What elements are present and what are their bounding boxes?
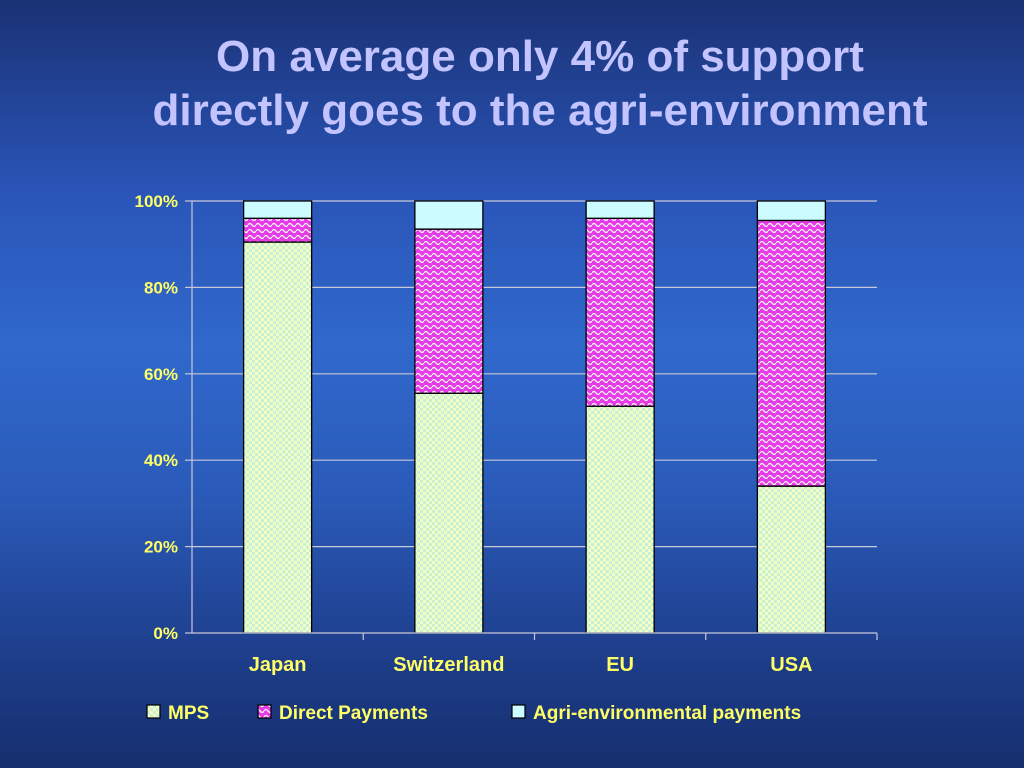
x-tick-label: EU bbox=[606, 654, 634, 676]
bar-segment-mps bbox=[242, 241, 313, 634]
title-line-1: On average only 4% of support bbox=[216, 32, 864, 81]
x-tick-label: Switzerland bbox=[393, 654, 504, 676]
y-tick-label: 20% bbox=[144, 538, 178, 557]
bar-segment-direct-payments bbox=[242, 217, 313, 243]
legend-swatch bbox=[257, 704, 272, 719]
legend-label: MPS bbox=[168, 703, 209, 724]
bar-segment-direct-payments bbox=[585, 217, 655, 407]
bars bbox=[242, 200, 827, 634]
axes: 0% 20% 40% 60% 80% 100% Japan Switzerland EU USA bbox=[135, 192, 878, 676]
legend-swatch bbox=[146, 704, 161, 719]
bar-segment-mps bbox=[585, 405, 655, 634]
y-tick-label: 80% bbox=[144, 278, 178, 297]
bar-segment-agri-environmental-payments bbox=[585, 200, 655, 219]
legend-label: Direct Payments bbox=[279, 703, 428, 724]
y-tick-label: 40% bbox=[144, 451, 178, 470]
y-tick-label: 0% bbox=[153, 624, 178, 643]
bar-segment-direct-payments bbox=[756, 219, 827, 487]
x-tick-label: Japan bbox=[249, 654, 307, 676]
y-tick-label: 100% bbox=[135, 192, 178, 211]
legend-swatch bbox=[511, 704, 526, 719]
bar-segment-direct-payments bbox=[414, 228, 484, 394]
slide-title: On average only 4% of support directly g… bbox=[0, 30, 1024, 138]
bar-segment-agri-environmental-payments bbox=[756, 200, 827, 222]
legend-label: Agri-environmental payments bbox=[533, 703, 801, 724]
y-tick-label: 60% bbox=[144, 365, 178, 384]
legend: MPS Direct Payments Agri-environmental pay… bbox=[146, 703, 801, 724]
bar-segment-agri-environmental-payments bbox=[414, 200, 484, 230]
bar-segment-agri-environmental-payments bbox=[242, 200, 313, 219]
x-tick-label: USA bbox=[770, 654, 812, 676]
title-line-2: directly goes to the agri-environment bbox=[152, 86, 928, 135]
bar-segment-mps bbox=[756, 485, 827, 634]
bar-segment-mps bbox=[414, 392, 484, 634]
